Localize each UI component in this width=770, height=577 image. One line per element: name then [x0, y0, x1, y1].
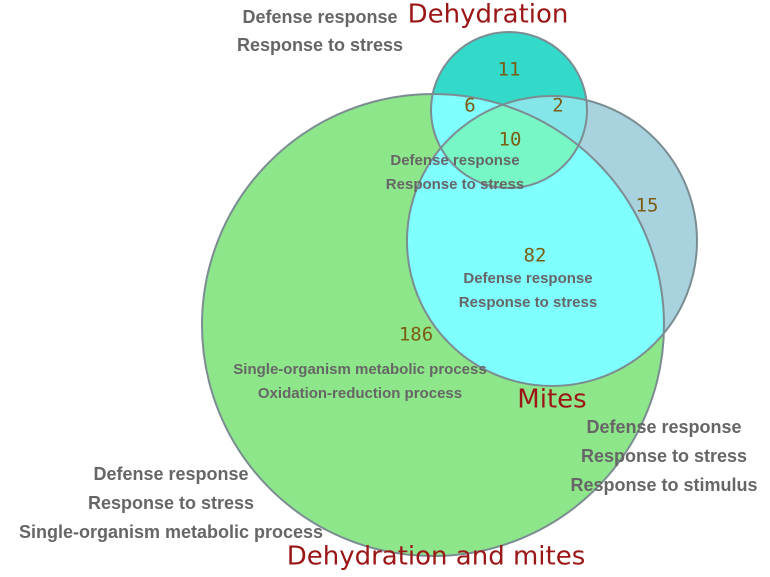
overlap	[431, 94, 587, 188]
region-count: 2	[552, 95, 563, 117]
region-count: 6	[464, 95, 475, 117]
annotation-line: Defense response	[242, 7, 397, 27]
annotation-line: Defense response	[390, 152, 519, 169]
set-name: Dehydration	[408, 0, 569, 30]
annotation-line: Response to stress	[581, 446, 747, 466]
set-name: Dehydration and mites	[287, 542, 586, 572]
region-count: 15	[636, 195, 659, 217]
region-count: 10	[499, 129, 522, 151]
annotation-line: Response to stimulus	[570, 475, 757, 495]
annotation-line: Single-organism metabolic process	[233, 361, 486, 378]
annotation-line: Defense response	[93, 464, 248, 484]
annotation-line: Defense response	[586, 417, 741, 437]
annotation-line: Defense response	[463, 270, 592, 287]
annotation-line: Response to stress	[459, 294, 597, 311]
region-count: 11	[498, 59, 521, 81]
region-count: 186	[399, 324, 433, 346]
annotation-line: Response to stress	[237, 35, 403, 55]
set-name: Mites	[517, 385, 586, 415]
annotation-line: Oxidation-reduction process	[258, 385, 462, 402]
annotation-line: Single-organism metabolic process	[19, 522, 323, 542]
outlines	[201, 31, 698, 557]
region-count: 82	[524, 245, 547, 267]
annotation-line: Response to stress	[386, 176, 524, 193]
annotations: Defense response Response to stress Defens…	[19, 7, 758, 542]
annotation-line: Response to stress	[88, 493, 254, 513]
